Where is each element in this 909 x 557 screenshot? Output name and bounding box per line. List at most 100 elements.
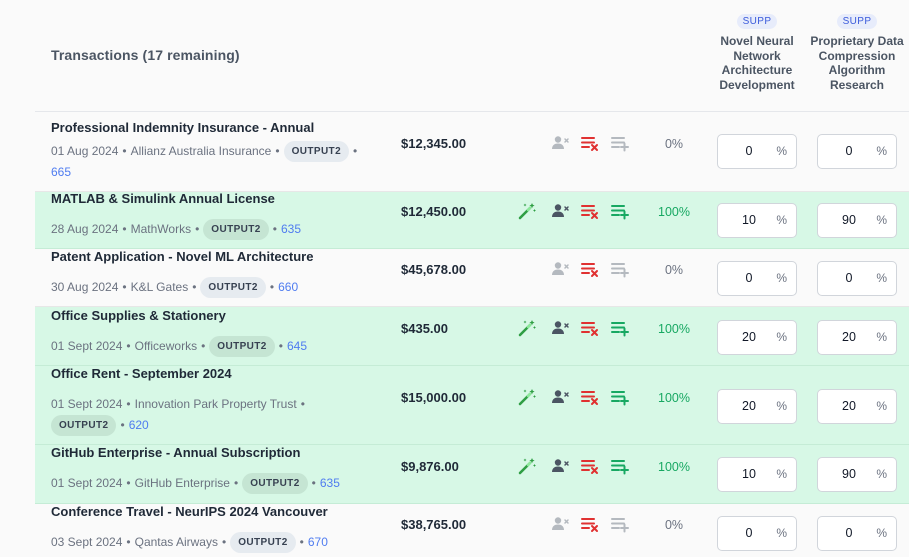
allocation-value[interactable]: 0 — [745, 271, 753, 285]
user-remove-icon[interactable] — [550, 387, 570, 407]
output-tag[interactable]: OUTPUT2 — [203, 219, 269, 241]
list-add-icon[interactable] — [610, 318, 630, 338]
allocation-input-1[interactable]: 20% — [717, 320, 797, 355]
transaction-title: MATLAB & Simulink Annual License — [51, 191, 275, 206]
allocation-input-2[interactable]: 20% — [817, 320, 897, 355]
list-add-icon[interactable] — [610, 387, 630, 407]
transaction-date: 01 Sept 2024 — [51, 339, 123, 353]
table-row[interactable]: Office Rent - September 2024 01 Sept 2024… — [35, 366, 909, 445]
table-row[interactable]: MATLAB & Simulink Annual License 28 Aug 2… — [35, 191, 909, 249]
allocation-input-2[interactable]: 0% — [817, 261, 897, 296]
output-tag[interactable]: OUTPUT2 — [209, 336, 275, 358]
allocation-percent: 0% — [664, 263, 684, 277]
table-row[interactable]: Professional Indemnity Insurance - Annua… — [35, 112, 909, 192]
list-remove-icon[interactable] — [580, 387, 600, 407]
account-code-link[interactable]: 665 — [51, 165, 72, 180]
output-tag[interactable]: OUTPUT2 — [242, 473, 308, 495]
allocation-value[interactable]: 10 — [742, 467, 756, 481]
allocation-value[interactable]: 0 — [845, 271, 853, 285]
allocation-input-1[interactable]: 0% — [717, 134, 797, 169]
list-remove-icon[interactable] — [580, 318, 600, 338]
allocation-input-1[interactable]: 0% — [717, 516, 797, 551]
percent-unit: % — [876, 271, 887, 285]
account-code-link[interactable]: 635 — [319, 476, 340, 490]
transaction-date: 30 Aug 2024 — [51, 280, 119, 294]
allocation-value[interactable]: 0 — [745, 526, 753, 540]
list-remove-icon[interactable] — [580, 456, 600, 476]
separator-dot: • — [126, 339, 131, 353]
output-tag[interactable]: OUTPUT2 — [200, 277, 266, 299]
allocation-input-2[interactable]: 0% — [817, 516, 897, 551]
allocation-value[interactable]: 0 — [745, 144, 753, 158]
percent-unit: % — [876, 467, 887, 481]
user-remove-icon[interactable] — [550, 514, 570, 534]
user-remove-icon[interactable] — [550, 259, 570, 279]
allocation-value[interactable]: 20 — [742, 399, 756, 413]
separator-dot: • — [300, 397, 305, 411]
allocation-input-1[interactable]: 20% — [717, 389, 797, 424]
separator-dot: • — [120, 418, 125, 432]
vendor-name: Qantas Airways — [134, 535, 218, 549]
list-add-icon[interactable] — [610, 456, 630, 476]
allocation-input-2[interactable]: 20% — [817, 389, 897, 424]
transaction-amount: $12,345.00 — [401, 136, 467, 151]
column-badge: SUPP — [836, 14, 878, 29]
allocation-input-1[interactable]: 0% — [717, 261, 797, 296]
allocation-input-1[interactable]: 10% — [717, 203, 797, 238]
magic-wand-icon[interactable] — [517, 387, 537, 407]
allocation-input-1[interactable]: 10% — [717, 457, 797, 492]
list-remove-icon[interactable] — [580, 514, 600, 534]
allocation-value[interactable]: 90 — [842, 467, 856, 481]
list-add-icon[interactable] — [610, 133, 630, 153]
allocation-value[interactable]: 20 — [842, 399, 856, 413]
user-remove-icon[interactable] — [550, 133, 570, 153]
vendor-name: Officeworks — [134, 339, 198, 353]
list-add-icon[interactable] — [610, 514, 630, 534]
transaction-meta: 03 Sept 2024 • Qantas Airways • OUTPUT2 • 670 — [51, 532, 381, 554]
account-code-link[interactable]: 670 — [307, 535, 328, 549]
percent-unit: % — [876, 399, 887, 413]
vendor-name: K&L Gates — [130, 280, 189, 294]
user-remove-icon[interactable] — [550, 201, 570, 221]
user-remove-icon[interactable] — [550, 318, 570, 338]
table-row[interactable]: Conference Travel - NeurIPS 2024 Vancouv… — [35, 504, 909, 557]
allocation-input-2[interactable]: 0% — [817, 134, 897, 169]
output-tag[interactable]: OUTPUT2 — [230, 532, 296, 554]
list-remove-icon[interactable] — [580, 259, 600, 279]
column-name: Novel Neural Network Architecture Develo… — [719, 34, 795, 92]
transaction-title: GitHub Enterprise - Annual Subscription — [51, 445, 301, 460]
separator-dot: • — [272, 222, 277, 236]
account-code-link[interactable]: 660 — [278, 280, 299, 294]
allocation-value[interactable]: 20 — [742, 330, 756, 344]
allocation-value[interactable]: 0 — [845, 526, 853, 540]
allocation-value[interactable]: 0 — [845, 144, 853, 158]
allocation-value[interactable]: 20 — [842, 330, 856, 344]
percent-unit: % — [776, 467, 787, 481]
output-tag[interactable]: OUTPUT2 — [51, 415, 117, 437]
magic-wand-icon[interactable] — [517, 456, 537, 476]
list-add-icon[interactable] — [610, 259, 630, 279]
allocation-value[interactable]: 10 — [742, 213, 756, 227]
separator-dot: • — [201, 339, 206, 353]
allocation-input-2[interactable]: 90% — [817, 203, 897, 238]
percent-unit: % — [876, 330, 887, 344]
account-code-link[interactable]: 620 — [128, 418, 149, 432]
percent-unit: % — [876, 526, 887, 540]
user-remove-icon[interactable] — [550, 456, 570, 476]
separator-dot: • — [195, 222, 200, 236]
table-row[interactable]: GitHub Enterprise - Annual Subscription 0… — [35, 445, 909, 504]
table-row[interactable]: Patent Application - Novel ML Architectu… — [35, 249, 909, 307]
account-code-link[interactable]: 645 — [286, 339, 307, 353]
list-add-icon[interactable] — [610, 201, 630, 221]
output-tag[interactable]: OUTPUT2 — [283, 141, 350, 163]
magic-wand-icon[interactable] — [517, 201, 537, 221]
list-remove-icon[interactable] — [580, 133, 600, 153]
list-remove-icon[interactable] — [580, 201, 600, 221]
magic-wand-icon[interactable] — [517, 318, 537, 338]
percent-unit: % — [776, 271, 787, 285]
account-code-link[interactable]: 635 — [280, 222, 301, 236]
column-header-2: SUPP Proprietary Data Compression Algori… — [809, 11, 905, 92]
allocation-value[interactable]: 90 — [842, 213, 856, 227]
allocation-input-2[interactable]: 90% — [817, 457, 897, 492]
table-row[interactable]: Office Supplies & Stationery 01 Sept 2024… — [35, 307, 909, 366]
